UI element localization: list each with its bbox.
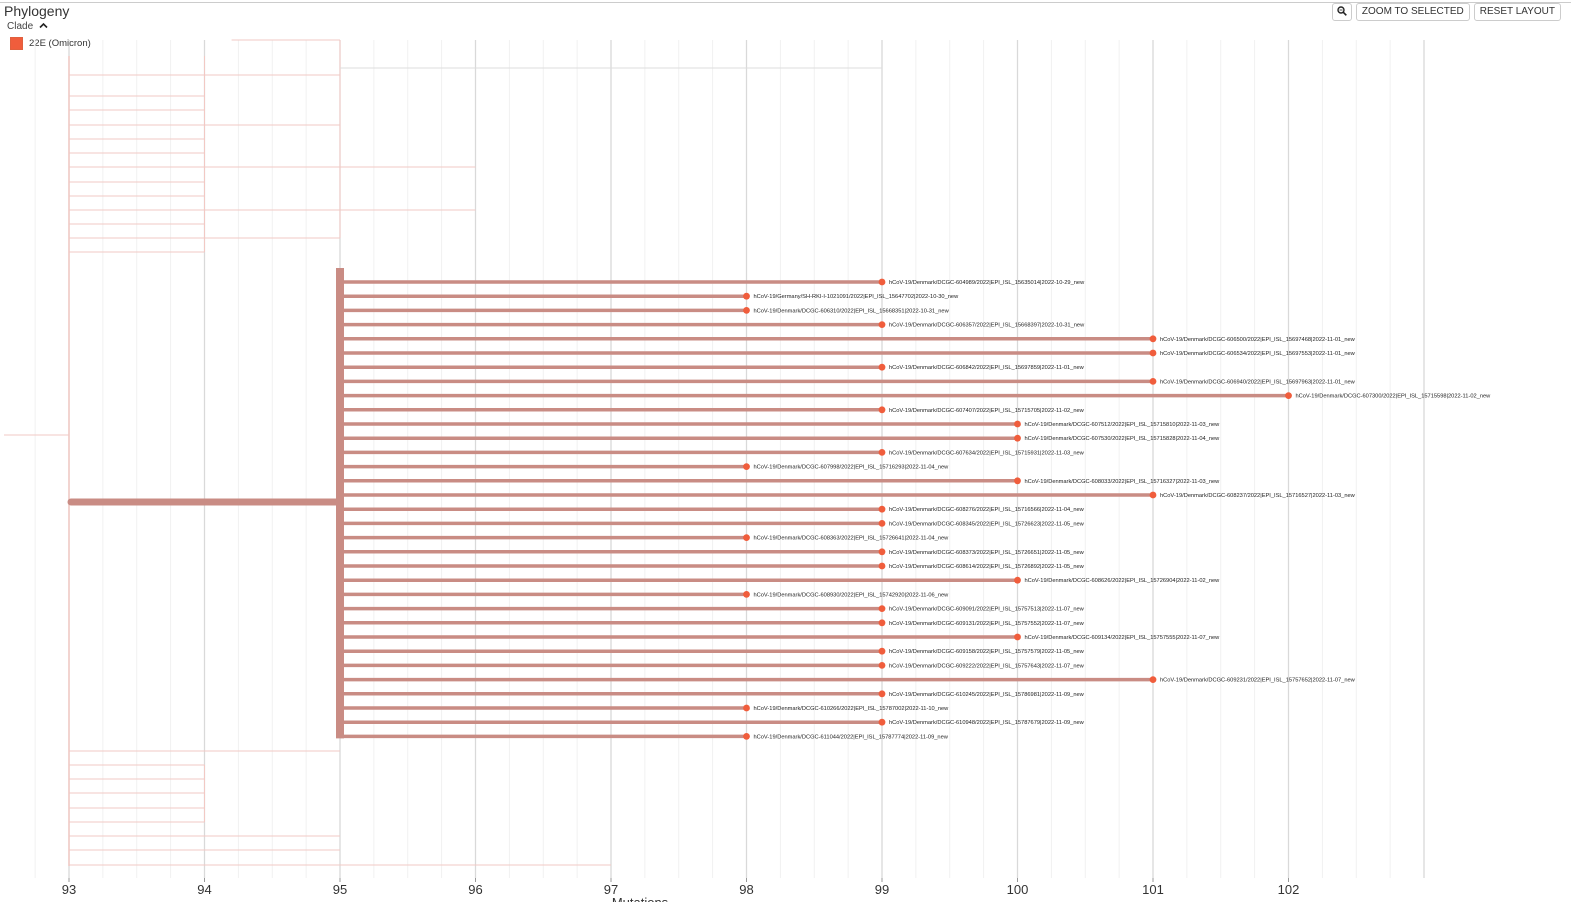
- zoom-button[interactable]: [1331, 3, 1352, 21]
- legend-toggle[interactable]: Clade: [7, 21, 48, 32]
- tip-node[interactable]: [1014, 633, 1021, 641]
- tip-node[interactable]: [1014, 576, 1021, 584]
- tip-node[interactable]: [743, 307, 750, 314]
- tip-node[interactable]: [1014, 434, 1021, 442]
- panel-title: Phylogeny: [4, 3, 70, 19]
- tip-node[interactable]: [878, 562, 886, 570]
- tip-node[interactable]: [878, 647, 886, 655]
- tip-label: hCoV-19/Denmark/DCGC-609134/2022|EPI_ISL…: [1025, 635, 1221, 641]
- tip-label: hCoV-19/Denmark/DCGC-610266/2022|EPI_ISL…: [754, 706, 950, 712]
- tip-label: hCoV-19/Denmark/DCGC-609131/2022|EPI_ISL…: [889, 621, 1085, 627]
- tip-label: hCoV-19/Denmark/DCGC-608930/2022|EPI_ISL…: [754, 592, 950, 598]
- tip-label: hCoV-19/Denmark/DCGC-608033/2022|EPI_ISL…: [1025, 479, 1221, 485]
- legend-label: 22E (Omicron): [29, 38, 91, 49]
- tip-node[interactable]: [878, 449, 886, 456]
- tip-node[interactable]: [878, 363, 886, 371]
- axis-label: Mutations: [612, 895, 669, 902]
- tip-node[interactable]: [743, 704, 750, 712]
- tip-label: hCoV-19/Denmark/DCGC-606940/2022|EPI_ISL…: [1160, 379, 1356, 385]
- tip-label: hCoV-19/Denmark/DCGC-609222/2022|EPI_ISL…: [889, 663, 1085, 669]
- tip-node[interactable]: [1285, 392, 1292, 399]
- tip-node[interactable]: [878, 548, 886, 556]
- tip-label: hCoV-19/Denmark/DCGC-608373/2022|EPI_ISL…: [889, 550, 1085, 556]
- tip-label: hCoV-19/Denmark/DCGC-607634/2022|EPI_ISL…: [889, 450, 1085, 456]
- zoom-to-selected-button[interactable]: ZOOM TO SELECTED: [1355, 3, 1470, 21]
- legend-swatch: [10, 37, 23, 50]
- tip-label: hCoV-19/Denmark/DCGC-606500/2022|EPI_ISL…: [1160, 337, 1356, 343]
- legend-entry[interactable]: 22E (Omicron): [10, 37, 91, 50]
- tip-label: hCoV-19/Denmark/DCGC-609231/2022|EPI_ISL…: [1160, 678, 1356, 684]
- tick-label: 94: [197, 882, 211, 897]
- chevron-up-icon: [39, 22, 48, 29]
- tip-node[interactable]: [743, 292, 750, 300]
- tip-label: hCoV-19/Denmark/DCGC-609158/2022|EPI_ISL…: [889, 649, 1085, 655]
- tip-label: hCoV-19/Denmark/DCGC-606310/2022|EPI_ISL…: [754, 308, 950, 314]
- tip-node[interactable]: [743, 733, 750, 740]
- tip-label: hCoV-19/Denmark/DCGC-604989/2022|EPI_ISL…: [889, 280, 1085, 286]
- magnifier-icon: [1337, 6, 1347, 17]
- tip-label: hCoV-19/Denmark/DCGC-607300/2022|EPI_ISL…: [1296, 394, 1492, 400]
- legend-toggle-label: Clade: [7, 21, 34, 32]
- tip-node[interactable]: [878, 718, 886, 726]
- tip-label: hCoV-19/Denmark/DCGC-609091/2022|EPI_ISL…: [889, 607, 1085, 613]
- tip-node[interactable]: [878, 520, 886, 527]
- tick-label: 99: [875, 882, 889, 897]
- grid: [34, 40, 1425, 878]
- tips: hCoV-19/Denmark/DCGC-604989/2022|EPI_ISL…: [743, 278, 1492, 740]
- tick-label: 100: [1007, 882, 1029, 897]
- tip-node[interactable]: [878, 278, 886, 286]
- tip-node[interactable]: [878, 605, 886, 612]
- tip-label: hCoV-19/Denmark/DCGC-608363/2022|EPI_ISL…: [754, 536, 950, 542]
- tick-label: 96: [468, 882, 482, 897]
- tip-node[interactable]: [878, 406, 886, 414]
- tip-label: hCoV-19/Denmark/DCGC-610948/2022|EPI_ISL…: [889, 720, 1085, 726]
- tip-node[interactable]: [1149, 491, 1157, 499]
- tick-label: 97: [604, 882, 618, 897]
- tip-label: hCoV-19/Denmark/DCGC-608237/2022|EPI_ISL…: [1160, 493, 1356, 499]
- panel-top-border: [0, 2, 1571, 3]
- tip-node[interactable]: [878, 619, 886, 627]
- reset-layout-button[interactable]: RESET LAYOUT: [1473, 3, 1561, 21]
- x-axis: 93 94 95 96 97 98 99 100 101 102 Mutations: [62, 878, 1300, 902]
- tip-node[interactable]: [743, 534, 750, 541]
- tip-node[interactable]: [1149, 676, 1157, 683]
- tick-label: 95: [333, 882, 347, 897]
- toolbar: ZOOM TO SELECTED RESET LAYOUT: [1331, 3, 1561, 21]
- tip-node[interactable]: [1014, 477, 1021, 485]
- tip-label: hCoV-19/Denmark/DCGC-608345/2022|EPI_ISL…: [889, 521, 1085, 527]
- tip-node[interactable]: [878, 690, 886, 698]
- tip-label: hCoV-19/Germany/SH-RKI-I-1021091/2022|EP…: [754, 294, 960, 300]
- tip-node[interactable]: [1014, 420, 1021, 428]
- tip-label: hCoV-19/Denmark/DCGC-608626/2022|EPI_ISL…: [1025, 578, 1221, 584]
- tip-node[interactable]: [1149, 349, 1157, 357]
- tip-node[interactable]: [743, 591, 750, 598]
- tip-label: hCoV-19/Denmark/DCGC-611044/2022|EPI_ISL…: [754, 734, 949, 740]
- tip-label: hCoV-19/Denmark/DCGC-607512/2022|EPI_ISL…: [1025, 422, 1221, 428]
- tip-node[interactable]: [1149, 378, 1157, 385]
- tip-label: hCoV-19/Denmark/DCGC-606534/2022|EPI_ISL…: [1160, 351, 1356, 357]
- tip-node[interactable]: [878, 321, 886, 328]
- tip-node[interactable]: [878, 662, 886, 669]
- tip-label: hCoV-19/Denmark/DCGC-607530/2022|EPI_ISL…: [1025, 436, 1221, 442]
- tick-label: 98: [739, 882, 753, 897]
- tip-node[interactable]: [1149, 335, 1157, 343]
- tip-node[interactable]: [743, 463, 750, 470]
- tip-node[interactable]: [878, 505, 886, 513]
- tip-label: hCoV-19/Denmark/DCGC-610245/2022|EPI_ISL…: [889, 692, 1085, 698]
- tip-label: hCoV-19/Denmark/DCGC-608614/2022|EPI_ISL…: [889, 564, 1085, 570]
- clade-branches: [67, 268, 1289, 739]
- tip-label: hCoV-19/Denmark/DCGC-608276/2022|EPI_ISL…: [889, 507, 1085, 513]
- tip-label: hCoV-19/Denmark/DCGC-606842/2022|EPI_ISL…: [889, 365, 1085, 371]
- tip-label: hCoV-19/Denmark/DCGC-607998/2022|EPI_ISL…: [754, 465, 950, 471]
- tip-label: hCoV-19/Denmark/DCGC-607407/2022|EPI_ISL…: [889, 408, 1085, 414]
- faded-branches: [4, 39, 882, 866]
- tick-label: 93: [62, 882, 76, 897]
- tip-label: hCoV-19/Denmark/DCGC-606357/2022|EPI_ISL…: [889, 323, 1085, 329]
- tick-label: 101: [1142, 882, 1164, 897]
- tick-label: 102: [1278, 882, 1300, 897]
